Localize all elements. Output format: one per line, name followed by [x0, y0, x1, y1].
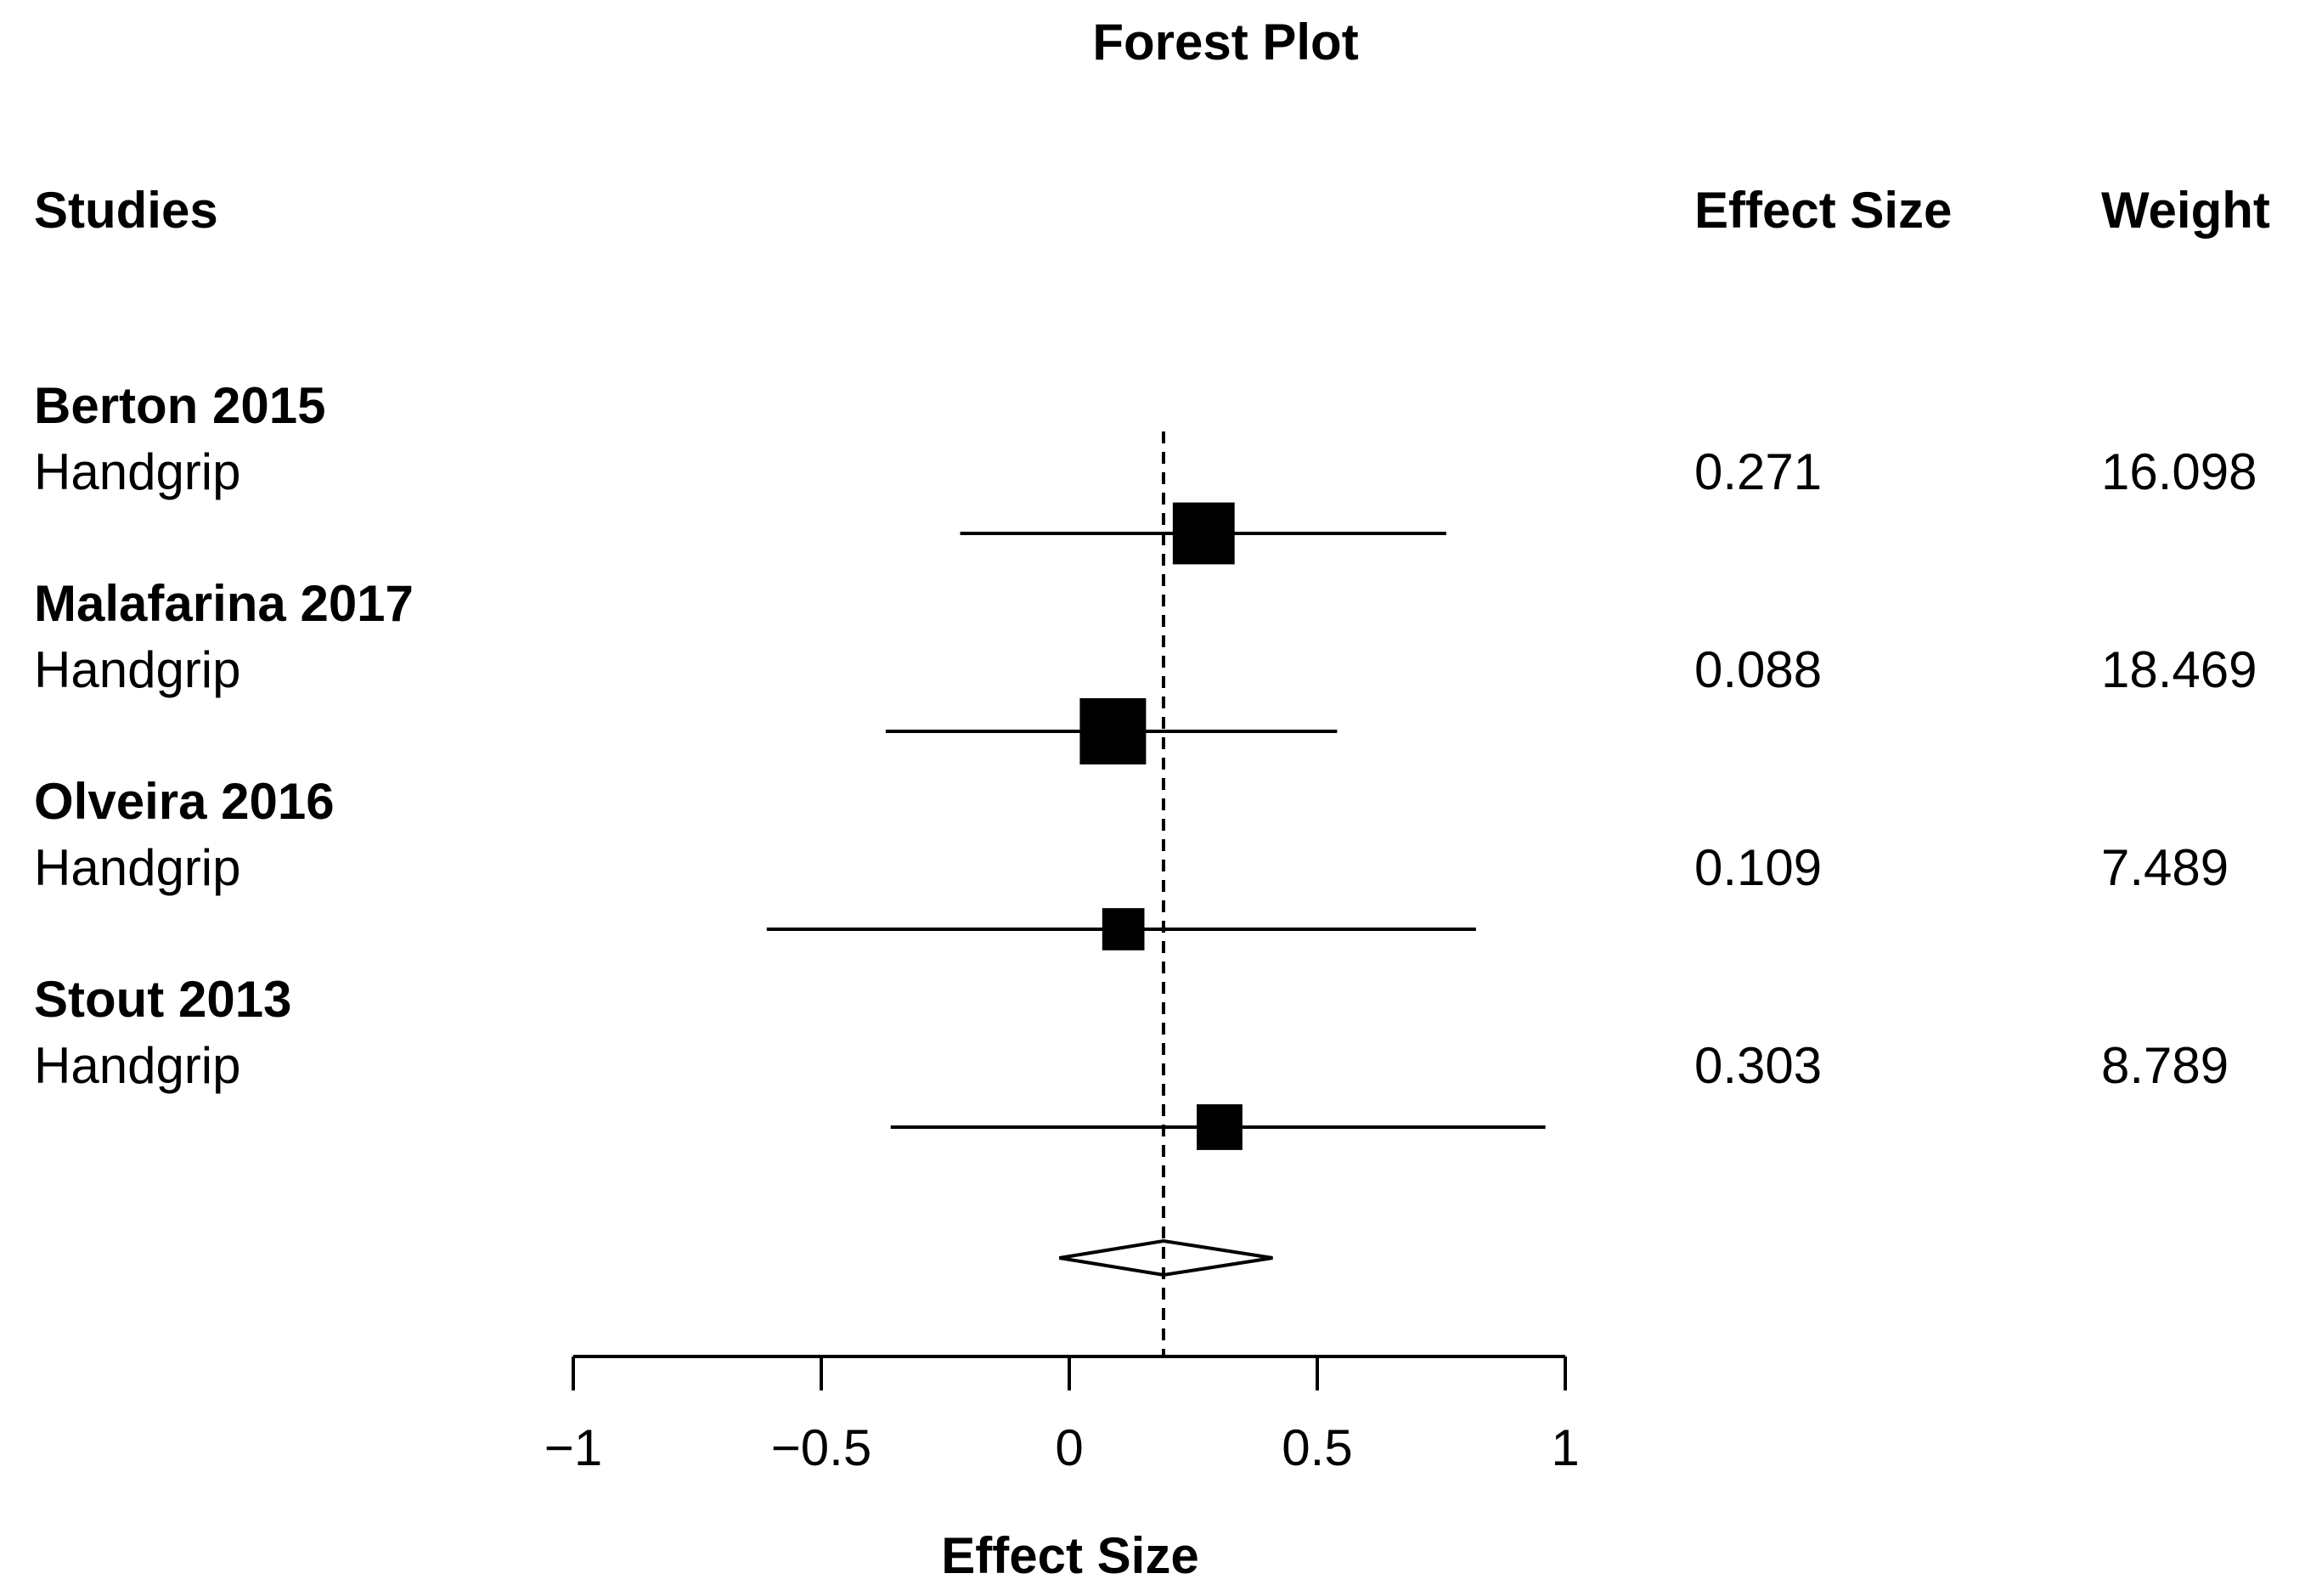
x-axis-tick-label: 1 — [1551, 1419, 1579, 1476]
column-header-studies: Studies — [34, 182, 218, 239]
study-outcome: Handgrip — [34, 443, 241, 500]
study-rows: Berton 2015 Handgrip 0.271 16.098 Malafarina… — [34, 377, 2257, 1277]
x-axis-tick-label: −0.5 — [771, 1419, 871, 1476]
study-name: Malafarina 2017 — [34, 575, 414, 632]
study-effect-marker — [1079, 698, 1147, 764]
study-weight: 16.098 — [2101, 443, 2257, 500]
study-weight: 8.789 — [2101, 1037, 2229, 1094]
x-axis-tick-label: 0 — [1055, 1419, 1083, 1476]
x-axis-tick-label: −1 — [544, 1419, 602, 1476]
study-name: Olveira 2016 — [34, 773, 335, 830]
chart-title: Forest Plot — [1092, 14, 1358, 70]
study-name: Berton 2015 — [34, 377, 325, 434]
x-axis: −1 −0.5 0 0.5 1 — [544, 1355, 1580, 1476]
study-effect-size: 0.271 — [1694, 443, 1822, 500]
study-effect-size: 0.303 — [1694, 1037, 1822, 1094]
study-effect-marker — [1197, 1104, 1243, 1150]
study-outcome: Handgrip — [34, 641, 241, 698]
study-outcome: Handgrip — [34, 839, 241, 896]
study-effect-marker — [1102, 908, 1145, 950]
study-weight: 18.469 — [2101, 641, 2257, 698]
study-name: Stout 2013 — [34, 971, 291, 1028]
study-outcome: Handgrip — [34, 1037, 241, 1094]
study-effect-marker — [1172, 502, 1235, 565]
study-effect-size: 0.088 — [1694, 641, 1822, 698]
column-header-weight: Weight — [2101, 182, 2270, 239]
x-axis-label: Effect Size — [941, 1527, 1198, 1584]
study-effect-size: 0.109 — [1694, 839, 1822, 896]
column-header-effect-size: Effect Size — [1694, 182, 1952, 239]
x-axis-tick-label: 0.5 — [1282, 1419, 1352, 1476]
summary-diamond — [1058, 1238, 1273, 1277]
study-weight: 7.489 — [2101, 839, 2229, 896]
